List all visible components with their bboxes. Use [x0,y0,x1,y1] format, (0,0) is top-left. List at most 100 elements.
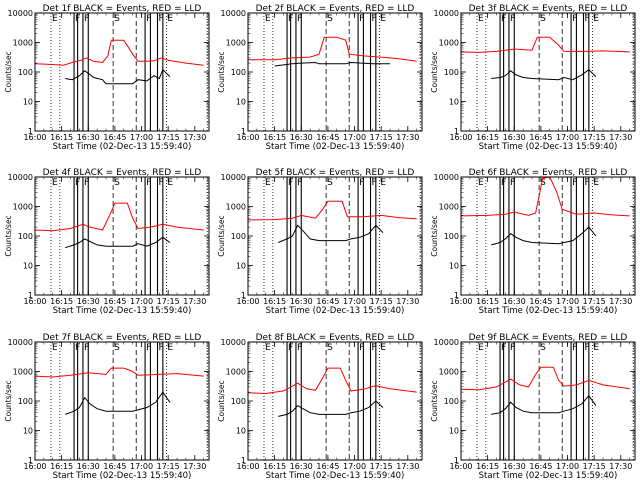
y-tick-label: 100 [444,68,459,77]
series-line-lld [248,200,417,221]
x-tick-label: 16:00 [236,133,259,142]
plot-frame [460,12,636,132]
y-tick-label: 1000 [439,368,459,377]
marker-label: F [572,343,577,353]
marker-label: E [265,343,271,353]
y-axis-label: Counts/sec [430,51,439,92]
marker-label: E [478,343,484,353]
x-tick-label: 17:15 [157,297,180,306]
marker-label: F [372,178,377,188]
x-tick-label: 17:15 [583,297,606,306]
y-tick-label: 10 [449,262,459,271]
x-tick-label: 17:00 [130,297,153,306]
y-tick-label: 10 [449,98,459,107]
plot-frame [34,176,210,296]
x-tick-label: 17:00 [556,133,579,142]
plot-frame [460,176,636,296]
x-axis-label: Start Time (02-Dec-13 15:59:40) [266,471,405,480]
x-tick-label: 16:00 [23,133,46,142]
x-tick-label: 17:00 [130,133,153,142]
y-tick-label: 10000 [8,338,33,347]
y-tick-label: 10000 [434,338,459,347]
x-tick-label: 16:15 [476,133,499,142]
marker-label: F [359,14,364,24]
marker-label: F [159,343,164,353]
x-tick-label: 17:00 [343,297,366,306]
plot-frame [34,12,210,132]
marker-label: F [297,14,302,24]
x-tick-label: 16:30 [77,462,100,471]
y-tick-label: 1000 [226,203,246,212]
series-line-events [65,391,171,415]
x-tick-label: 17:15 [370,462,393,471]
marker-label: F [510,178,515,188]
marker-label: E [167,178,173,188]
series-line-events [65,68,171,85]
y-tick-label: 1 [454,127,459,136]
y-tick-label: 100 [231,397,246,406]
y-tick-label: 10000 [221,173,246,182]
series-line-lld [461,177,630,217]
y-axis-label: Counts/sec [217,380,226,421]
panel-title: Det 7f BLACK = Events, RED = LLD [43,333,202,343]
x-tick-label: 16:15 [50,462,73,471]
y-tick-label: 1000 [439,39,459,48]
x-tick-label: 16:45 [316,297,339,306]
y-tick-label: 1 [241,291,246,300]
x-tick-label: 16:45 [316,133,339,142]
panel-9: EFFSFFEDet 9f BLACK = Events, RED = LLD1… [430,333,636,480]
y-tick-label: 1 [454,456,459,465]
marker-label: S [327,14,333,24]
y-tick-label: 1 [28,127,33,136]
marker-label: E [380,14,386,24]
panel-title: Det 8f BLACK = Events, RED = LLD [256,333,415,343]
x-axis-label: Start Time (02-Dec-13 15:59:40) [479,142,618,152]
marker-label: E [167,14,173,24]
y-tick-label: 1 [28,291,33,300]
plot-frame [247,176,423,296]
x-tick-label: 17:15 [157,462,180,471]
x-tick-label: 16:45 [103,297,126,306]
marker-label: E [52,343,58,353]
series-line-events [274,61,390,67]
marker-label: F [159,178,164,188]
marker-label: F [585,178,590,188]
marker-label: F [572,178,577,188]
panel-1: EFFSFFEDet 1f BLACK = Events, RED = LLD1… [4,4,210,152]
marker-label: E [593,178,599,188]
marker-label: F [510,343,515,353]
marker-label: S [114,343,120,353]
marker-label: F [572,14,577,24]
x-tick-label: 16:45 [316,462,339,471]
series-line-lld [461,36,630,53]
panel-2: EFFSFFEDet 2f BLACK = Events, RED = LLD1… [217,4,423,152]
x-tick-label: 16:00 [236,462,259,471]
marker-label: F [585,343,590,353]
x-tick-label: 16:45 [529,133,552,142]
y-tick-label: 10000 [221,9,246,18]
x-tick-label: 17:15 [370,297,393,306]
y-tick-label: 10 [236,262,246,271]
marker-label: F [146,14,151,24]
x-axis-label: Start Time (02-Dec-13 15:59:40) [479,306,618,316]
plot-frame [34,341,210,461]
y-tick-label: 10 [236,98,246,107]
x-tick-label: 17:30 [609,133,632,142]
series-line-events [278,400,384,417]
series-line-lld [35,39,204,66]
x-tick-label: 17:30 [609,297,632,306]
marker-label: F [510,14,515,24]
marker-label: E [593,343,599,353]
marker-label: F [585,14,590,24]
y-axis-label: Counts/sec [430,380,439,421]
panel-title: Det 6f BLACK = Events, RED = LLD [469,168,628,178]
x-tick-label: 16:15 [263,297,286,306]
x-axis-label: Start Time (02-Dec-13 15:59:40) [479,471,618,480]
x-tick-label: 16:30 [290,462,313,471]
marker-label: E [265,14,271,24]
marker-label: E [52,178,58,188]
x-tick-label: 16:30 [503,462,526,471]
x-tick-label: 17:00 [556,297,579,306]
panel-title: Det 5f BLACK = Events, RED = LLD [256,168,415,178]
